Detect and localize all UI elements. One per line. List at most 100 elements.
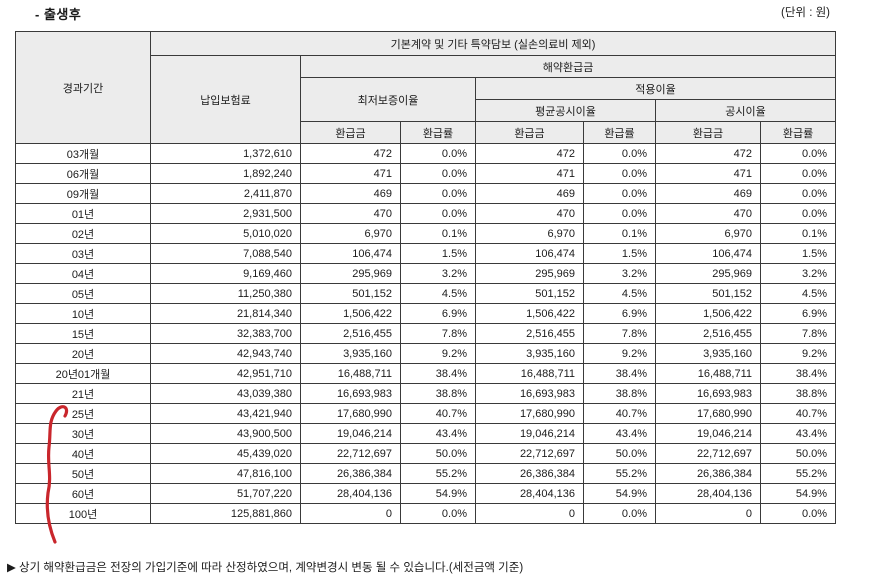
header-surrender-value: 해약환급금 <box>299 55 837 78</box>
refund-amount-cell: 19,046,214 <box>655 423 761 444</box>
period-cell: 25년 <box>15 403 151 424</box>
refund-rate-cell: 0.0% <box>759 143 837 164</box>
refund-rate-cell: 1.5% <box>400 243 476 264</box>
refund-rate-cell: 55.2% <box>583 463 656 484</box>
refund-rate-cell: 38.8% <box>400 383 476 404</box>
refund-rate-cell: 40.7% <box>583 403 656 424</box>
premium-cell: 43,421,940 <box>150 403 301 424</box>
premium-cell: 42,951,710 <box>150 363 301 384</box>
premium-cell: 5,010,020 <box>150 223 301 244</box>
refund-amount-cell: 469 <box>300 183 401 204</box>
refund-amount-cell: 3,935,160 <box>300 343 401 364</box>
refund-rate-cell: 4.5% <box>583 283 656 304</box>
premium-cell: 43,900,500 <box>150 423 301 444</box>
period-cell: 21년 <box>15 383 151 404</box>
header-refund-rate: 환급률 <box>583 121 656 144</box>
refund-rate-cell: 54.9% <box>583 483 656 504</box>
refund-amount-cell: 16,693,983 <box>300 383 401 404</box>
header-coverage-group: 기본계약 및 기타 특약담보 (실손의료비 제외) <box>149 31 837 56</box>
refund-amount-cell: 295,969 <box>475 263 584 284</box>
refund-amount-cell: 28,404,136 <box>475 483 584 504</box>
refund-amount-cell: 0 <box>655 503 761 524</box>
refund-rate-cell: 0.0% <box>400 143 476 164</box>
period-cell: 15년 <box>15 323 151 344</box>
refund-rate-cell: 55.2% <box>400 463 476 484</box>
table-row: 60년 51,707,220 28,404,136 54.9% 28,404,136 54… <box>15 483 837 504</box>
period-cell: 09개월 <box>15 183 151 204</box>
table-row: 20년 42,943,740 3,935,160 9.2% 3,935,160 9.2% 3… <box>15 343 837 364</box>
refund-amount-cell: 6,970 <box>655 223 761 244</box>
refund-rate-cell: 54.9% <box>400 483 476 504</box>
refund-amount-cell: 19,046,214 <box>475 423 584 444</box>
refund-rate-cell: 6.9% <box>400 303 476 324</box>
header-published-rate: 공시이율 <box>654 99 837 122</box>
refund-amount-cell: 472 <box>475 143 584 164</box>
refund-amount-cell: 470 <box>300 203 401 224</box>
refund-amount-cell: 2,516,455 <box>655 323 761 344</box>
table-row: 20년01개월 42,951,710 16,488,711 38.4% 16,488,7… <box>15 363 837 384</box>
table-row: 10년 21,814,340 1,506,422 6.9% 1,506,422 6.9% 1… <box>15 303 837 324</box>
table-row: 40년 45,439,020 22,712,697 50.0% 22,712,697 50… <box>15 443 837 464</box>
header-avg-published-rate: 평균공시이율 <box>475 99 656 122</box>
refund-amount-cell: 295,969 <box>300 263 401 284</box>
refund-amount-cell: 6,970 <box>475 223 584 244</box>
refund-amount-cell: 0 <box>300 503 401 524</box>
refund-rate-cell: 38.8% <box>583 383 656 404</box>
table-row: 03년 7,088,540 106,474 1.5% 106,474 1.5% 106,47… <box>15 243 837 264</box>
refund-rate-cell: 0.0% <box>759 163 837 184</box>
table-row: 02년 5,010,020 6,970 0.1% 6,970 0.1% 6,970 0.1% <box>15 223 837 244</box>
refund-rate-cell: 0.0% <box>583 503 656 524</box>
refund-amount-cell: 470 <box>475 203 584 224</box>
refund-amount-cell: 501,152 <box>475 283 584 304</box>
period-cell: 02년 <box>15 223 151 244</box>
premium-cell: 51,707,220 <box>150 483 301 504</box>
refund-amount-cell: 472 <box>300 143 401 164</box>
refund-rate-cell: 43.4% <box>400 423 476 444</box>
premium-cell: 2,931,500 <box>150 203 301 224</box>
refund-rate-cell: 40.7% <box>400 403 476 424</box>
refund-rate-cell: 3.2% <box>583 263 656 284</box>
refund-amount-cell: 1,506,422 <box>655 303 761 324</box>
period-cell: 50년 <box>15 463 151 484</box>
refund-amount-cell: 17,680,990 <box>655 403 761 424</box>
premium-cell: 42,943,740 <box>150 343 301 364</box>
header-min-guaranteed-rate: 최저보증이율 <box>300 77 476 122</box>
table-header: 경과기간 기본계약 및 기타 특약담보 (실손의료비 제외) 납입보험료 해약환… <box>15 31 837 144</box>
refund-amount-cell: 2,516,455 <box>475 323 584 344</box>
premium-cell: 32,383,700 <box>150 323 301 344</box>
table-row: 01년 2,931,500 470 0.0% 470 0.0% 470 0.0% <box>15 203 837 224</box>
refund-amount-cell: 295,969 <box>655 263 761 284</box>
refund-rate-cell: 7.8% <box>583 323 656 344</box>
refund-rate-cell: 38.4% <box>759 363 837 384</box>
refund-rate-cell: 3.2% <box>400 263 476 284</box>
refund-rate-cell: 55.2% <box>759 463 837 484</box>
table-row: 15년 32,383,700 2,516,455 7.8% 2,516,455 7.8% 2… <box>15 323 837 344</box>
period-cell: 100년 <box>15 503 151 524</box>
refund-rate-cell: 7.8% <box>400 323 476 344</box>
refund-rate-cell: 9.2% <box>759 343 837 364</box>
refund-amount-cell: 16,693,983 <box>475 383 584 404</box>
refund-rate-cell: 0.0% <box>583 183 656 204</box>
premium-cell: 47,816,100 <box>150 463 301 484</box>
refund-rate-cell: 7.8% <box>759 323 837 344</box>
refund-amount-cell: 16,488,711 <box>475 363 584 384</box>
period-cell: 01년 <box>15 203 151 224</box>
refund-rate-cell: 0.0% <box>583 163 656 184</box>
refund-rate-cell: 6.9% <box>759 303 837 324</box>
period-cell: 03년 <box>15 243 151 264</box>
refund-amount-cell: 469 <box>655 183 761 204</box>
premium-cell: 9,169,460 <box>150 263 301 284</box>
period-cell: 05년 <box>15 283 151 304</box>
footnote: ▶ 상기 해약환급금은 전장의 가입기준에 따라 산정하였으며, 계약변경시 변… <box>7 562 524 574</box>
period-cell: 60년 <box>15 483 151 504</box>
refund-rate-cell: 50.0% <box>400 443 476 464</box>
refund-rate-cell: 0.0% <box>583 203 656 224</box>
header-refund-rate: 환급률 <box>400 121 476 144</box>
premium-cell: 2,411,870 <box>150 183 301 204</box>
surrender-value-table: 경과기간 기본계약 및 기타 특약담보 (실손의료비 제외) 납입보험료 해약환… <box>15 31 837 524</box>
unit-label: (단위 : 원) <box>781 7 830 19</box>
refund-rate-cell: 43.4% <box>583 423 656 444</box>
refund-rate-cell: 1.5% <box>583 243 656 264</box>
table-row: 09개월 2,411,870 469 0.0% 469 0.0% 469 0.0% <box>15 183 837 204</box>
